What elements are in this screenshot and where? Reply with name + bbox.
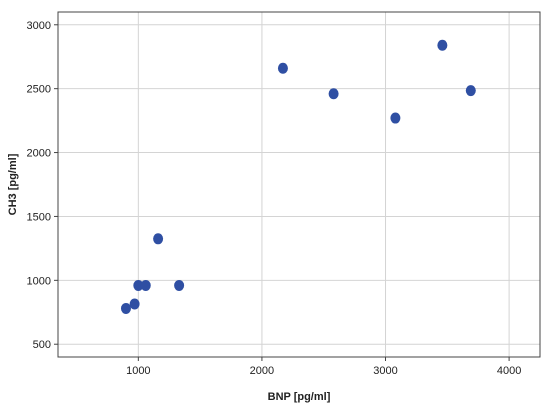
data-point [174,279,185,291]
x-tick-label: 2000 [250,365,274,377]
x-tick-label: 3000 [373,365,397,377]
data-point [120,302,131,314]
y-axis-label: CH3 [pg/ml] [7,153,19,215]
axis-ticks: 1000 2000 3000 4000 500 1000 1500 2000 2500 3000 [27,20,522,377]
data-point [437,39,448,51]
y-tick-label: 1000 [27,275,51,287]
y-tick-label: 500 [33,339,51,351]
plot-area-frame [57,11,541,358]
data-point [465,85,476,97]
data-point [133,279,144,291]
x-tick-label: 4000 [497,365,521,377]
data-point [140,279,151,291]
y-tick-label: 3000 [27,20,51,32]
data-point [390,112,401,124]
data-point [129,298,140,310]
x-tick-label: 1000 [126,365,150,377]
data-point [328,88,339,100]
y-tick-label: 2000 [27,148,51,160]
x-axis-label: BNP [pg/ml] [268,391,331,403]
y-tick-label: 2500 [27,84,51,96]
data-point [277,62,288,74]
y-tick-label: 1500 [27,211,51,223]
data-point [153,233,164,245]
data-points [120,39,476,314]
